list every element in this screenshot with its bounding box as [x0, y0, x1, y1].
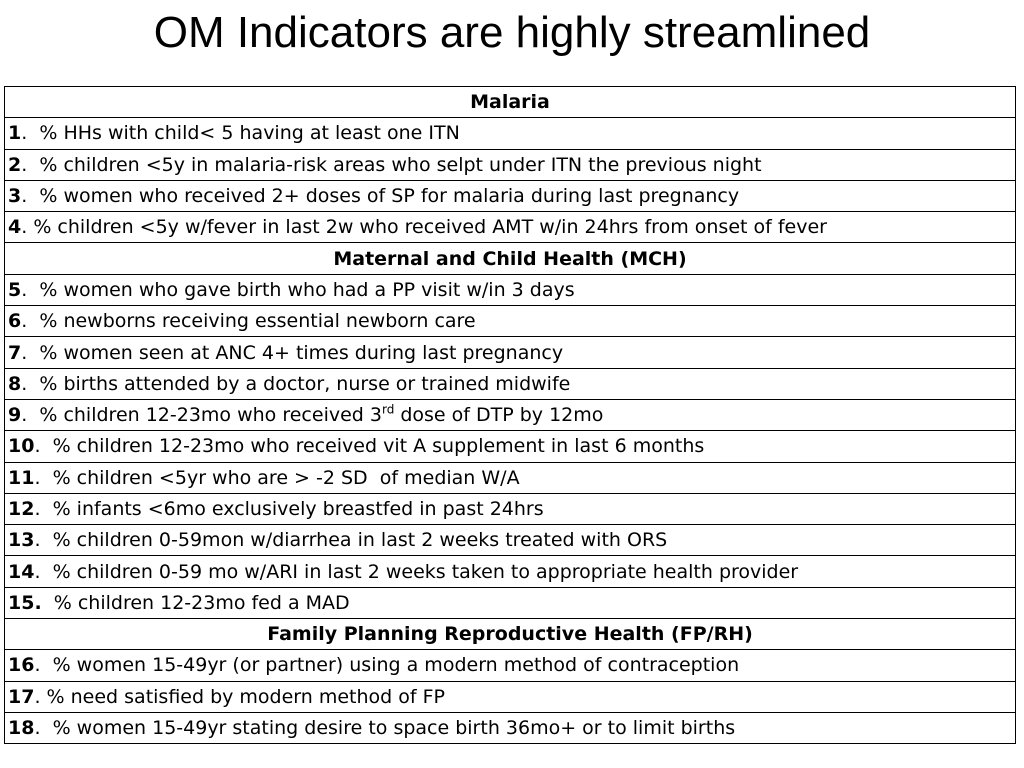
indicator-text: . % women 15-49yr stating desire to spac… — [34, 717, 736, 740]
indicator-row: 11. % children <5yr who are > -2 SD of m… — [4, 461, 1016, 494]
indicator-number: 16 — [8, 654, 35, 677]
indicator-text: . % children 0-59mon w/diarrhea in last … — [34, 529, 668, 552]
indicator-cell: 8. % births attended by a doctor, nurse … — [4, 367, 1016, 400]
indicator-text: . % children <5yr who are > -2 SD of med… — [34, 466, 520, 489]
indicator-cell: 3. % women who received 2+ doses of SP f… — [4, 179, 1016, 213]
section-row: Maternal and Child Health (MCH) — [4, 242, 1016, 275]
indicator-text: . % children <5y in malaria-risk areas w… — [21, 153, 762, 176]
slide-title: OM Indicators are highly streamlined — [153, 8, 871, 57]
indicator-cell: 11. % children <5yr who are > -2 SD of m… — [4, 461, 1016, 494]
indicator-number: 9 — [8, 404, 22, 427]
indicator-text: . % women who received 2+ doses of SP fo… — [21, 185, 740, 208]
indicator-row: 15. % children 12-23mo fed a MAD — [4, 586, 1016, 620]
indicator-number: 5 — [8, 278, 22, 301]
indicator-row: 14. % children 0-59 mo w/ARI in last 2 w… — [4, 555, 1016, 588]
section-row: Family Planning Reproductive Health (FP/… — [4, 618, 1016, 651]
indicator-row: 13. % children 0-59mon w/diarrhea in las… — [4, 524, 1016, 557]
indicator-text: . % children 12-23mo who received vit A … — [34, 435, 705, 458]
indicator-row: 4. % children <5y w/fever in last 2w who… — [4, 211, 1016, 244]
indicator-number: 17 — [8, 685, 35, 708]
indicator-cell: 17. % need satisfied by modern method of… — [4, 680, 1016, 713]
indicator-row: 17. % need satisfied by modern method of… — [4, 680, 1016, 713]
indicator-number: 18 — [8, 717, 35, 740]
indicator-text: . % women seen at ANC 4+ times during la… — [21, 341, 564, 364]
indicator-text: dose of DTP by 12mo — [394, 404, 604, 427]
indicator-cell: 18. % women 15-49yr stating desire to sp… — [4, 711, 1016, 745]
indicator-cell: 9. % children 12-23mo who received 3rd d… — [4, 398, 1016, 432]
indicator-cell: 4. % children <5y w/fever in last 2w who… — [4, 211, 1016, 244]
indicator-text: . % HHs with child< 5 having at least on… — [21, 122, 460, 145]
section-row: Malaria — [4, 85, 1016, 119]
section-heading: Malaria — [4, 85, 1016, 119]
indicator-number: 8 — [8, 372, 22, 395]
indicator-cell: 2. % children <5y in malaria-risk areas … — [4, 148, 1016, 181]
section-heading: Maternal and Child Health (MCH) — [4, 242, 1016, 275]
indicator-cell: 15. % children 12-23mo fed a MAD — [4, 586, 1016, 620]
indicator-row: 8. % births attended by a doctor, nurse … — [4, 367, 1016, 400]
indicator-cell: 14. % children 0-59 mo w/ARI in last 2 w… — [4, 555, 1016, 588]
indicator-text: . % children 0-59 mo w/ARI in last 2 wee… — [34, 560, 799, 583]
indicator-number: 14 — [8, 560, 35, 583]
indicator-text: . % births attended by a doctor, nurse o… — [21, 372, 571, 395]
indicator-row: 9. % children 12-23mo who received 3rd d… — [4, 398, 1016, 432]
indicator-row: 2. % children <5y in malaria-risk areas … — [4, 148, 1016, 181]
indicator-row: 16. % women 15-49yr (or partner) using a… — [4, 649, 1016, 682]
superscript: rd — [381, 402, 395, 417]
indicator-table: Malaria 1. % HHs with child< 5 having at … — [4, 85, 1016, 745]
indicator-row: 12. % infants <6mo exclusively breastfed… — [4, 492, 1016, 526]
indicator-row: 1. % HHs with child< 5 having at least o… — [4, 117, 1016, 150]
indicator-text: . % infants <6mo exclusively breastfed i… — [34, 498, 544, 520]
indicator-cell: 13. % children 0-59mon w/diarrhea in las… — [4, 524, 1016, 557]
indicator-cell: 5. % women who gave birth who had a PP v… — [4, 273, 1016, 307]
indicator-text: . % women who gave birth who had a PP vi… — [21, 278, 575, 301]
indicator-text: . % children <5y w/fever in last 2w who … — [21, 216, 827, 239]
indicator-cell: 6. % newborns receiving essential newbor… — [4, 305, 1016, 338]
indicator-number: 2 — [8, 153, 22, 176]
indicator-cell: 10. % children 12-23mo who received vit … — [4, 430, 1016, 463]
indicator-row: 18. % women 15-49yr stating desire to sp… — [4, 711, 1016, 745]
indicator-number: 4 — [8, 216, 22, 239]
indicator-number: 10 — [8, 435, 35, 458]
indicator-row: 3. % women who received 2+ doses of SP f… — [4, 179, 1016, 213]
indicator-number: 15. — [8, 591, 42, 614]
indicator-cell: 16. % women 15-49yr (or partner) using a… — [4, 649, 1016, 682]
indicator-cell: 1. % HHs with child< 5 having at least o… — [4, 117, 1016, 150]
indicator-number: 1 — [8, 122, 22, 145]
indicator-text: . % women 15-49yr (or partner) using a m… — [34, 654, 740, 677]
section-heading: Family Planning Reproductive Health (FP/… — [4, 618, 1016, 651]
indicator-cell: 12. % infants <6mo exclusively breastfed… — [4, 492, 1016, 526]
indicator-number: 11 — [8, 466, 35, 489]
indicator-row: 10. % children 12-23mo who received vit … — [4, 430, 1016, 463]
indicator-row: 7. % women seen at ANC 4+ times during l… — [4, 336, 1016, 369]
indicator-number: 12 — [8, 498, 35, 520]
indicator-number: 3 — [8, 185, 22, 208]
indicator-text: % children 12-23mo fed a MAD — [41, 591, 350, 614]
indicator-text: . % newborns receiving essential newborn… — [21, 310, 476, 333]
indicator-number: 6 — [8, 310, 22, 333]
indicator-text: . % children 12-23mo who received 3 — [21, 404, 382, 427]
indicator-text: . % need satisfied by modern method of F… — [34, 685, 446, 708]
indicator-number: 7 — [8, 341, 22, 364]
indicator-cell: 7. % women seen at ANC 4+ times during l… — [4, 336, 1016, 369]
indicator-number: 13 — [8, 529, 35, 552]
indicator-row: 6. % newborns receiving essential newbor… — [4, 305, 1016, 338]
indicator-row: 5. % women who gave birth who had a PP v… — [4, 273, 1016, 307]
